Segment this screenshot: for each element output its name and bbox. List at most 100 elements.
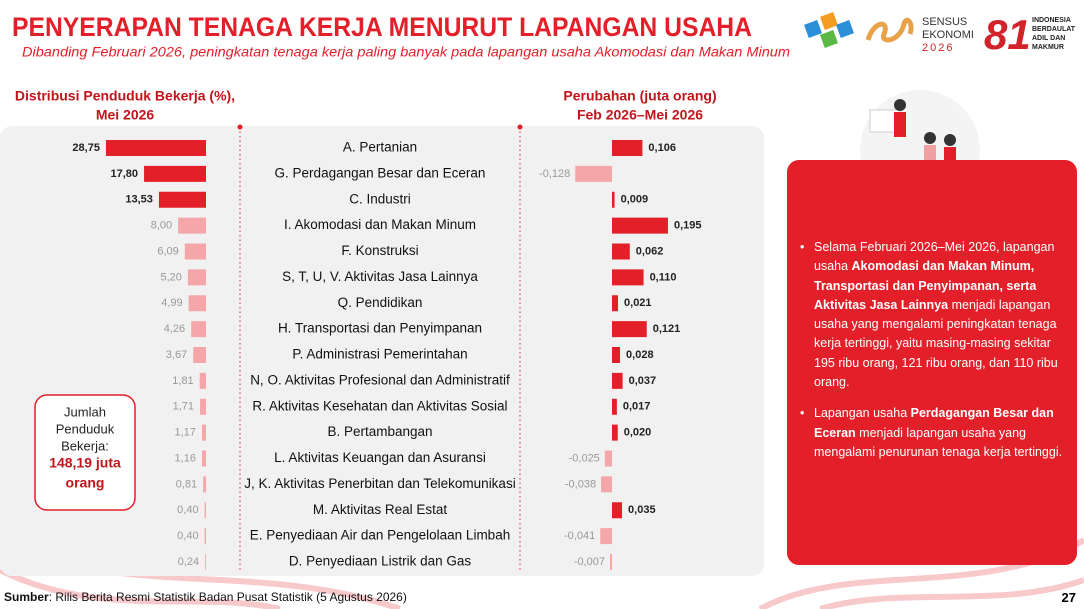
bar (204, 502, 206, 519)
bar (204, 528, 206, 545)
value-label: -0,041 (564, 530, 595, 542)
value-label: 8,00 (151, 220, 172, 232)
bar (604, 450, 612, 467)
category-label: N, O. Aktivitas Profesional dan Administ… (250, 372, 510, 387)
value-label: 4,26 (164, 323, 185, 335)
value-label: -0,007 (574, 556, 605, 568)
bar (612, 191, 615, 208)
bar (200, 398, 206, 415)
bar (105, 140, 206, 156)
value-label: 0,017 (623, 401, 651, 413)
category-label: H. Transportasi dan Penyimpanan (278, 321, 482, 336)
bar (612, 424, 618, 441)
value-label: 3,67 (166, 349, 187, 361)
bar (612, 321, 647, 338)
value-label: 13,53 (125, 194, 153, 206)
category-label: J, K. Aktivitas Penerbitan dan Telekomun… (244, 476, 515, 491)
sensus-text: SENSUS (922, 16, 967, 28)
value-label: 1,17 (175, 427, 196, 439)
anniversary-text: INDONESIA BERDAULAT ADIL DAN MAKMUR (1032, 17, 1076, 51)
value-label: 0,121 (653, 323, 681, 335)
source-text: : Rilis Berita Resmi Statistik Badan Pus… (48, 590, 407, 604)
category-label: C. Industri (349, 191, 411, 206)
sensus-text: EKONOMI (922, 29, 974, 41)
bar (612, 502, 623, 519)
category-label: E. Penyediaan Air dan Pengelolaan Limbah (250, 528, 510, 543)
summary-text: menjadi lapangan usaha yang mengalami pe… (814, 297, 1058, 390)
chart-title: Distribusi Penduduk Bekerja (%), (15, 88, 235, 104)
value-label: -0,025 (569, 452, 600, 464)
chart-title: Feb 2026–Mei 2026 (577, 107, 703, 123)
value-label: 1,81 (172, 375, 193, 387)
bar (187, 269, 206, 286)
summary-text: Perdagangan Besar dan Eceran (814, 406, 1054, 440)
divider-dot (237, 124, 243, 130)
value-label: 0,40 (177, 530, 198, 542)
value-label: 0,81 (176, 478, 197, 490)
value-label: -0,128 (539, 168, 570, 180)
bps-logo (804, 12, 854, 48)
bar (188, 295, 206, 312)
category-label: G. Perdagangan Besar dan Eceran (275, 165, 486, 180)
bar (600, 528, 612, 545)
bar (199, 372, 206, 389)
total-line: Bekerja: (61, 438, 109, 453)
value-label: 0,106 (648, 142, 676, 154)
source-label: Sumber (4, 590, 49, 604)
summary-text: menjadi lapangan usaha yang mengalami pe… (814, 425, 1063, 459)
bar (201, 450, 206, 467)
value-label: 6,09 (157, 245, 178, 257)
value-label: 17,80 (111, 168, 139, 180)
summary-text: Akomodasi dan Makan Minum, Transportasi … (814, 259, 1037, 312)
anniversary-line: MAKMUR (1032, 44, 1064, 51)
summary-bullet: Lapangan usaha Perdagangan Besar dan Ece… (798, 404, 1070, 462)
chart-panel (0, 126, 764, 576)
category-label: I. Akomodasi dan Makan Minum (284, 217, 476, 232)
category-label: L. Aktivitas Keuangan dan Asuransi (274, 450, 486, 465)
bar (178, 217, 206, 234)
bar (203, 476, 206, 493)
page-number: 27 (1061, 590, 1076, 605)
value-label: 0,021 (624, 297, 652, 309)
divider-dot (517, 124, 523, 130)
bar (612, 243, 630, 260)
total-line: Jumlah (64, 404, 106, 419)
anniversary-line: INDONESIA (1032, 17, 1071, 24)
bar (612, 295, 619, 312)
chart-title: Mei 2026 (96, 107, 155, 123)
summary-text: Lapangan usaha (814, 406, 911, 421)
value-label: 1,71 (173, 401, 194, 413)
anniversary-number: 81 (984, 11, 1031, 58)
category-label: R. Aktivitas Kesehatan dan Aktivitas Sos… (252, 398, 507, 413)
total-value: 148,19 juta (49, 455, 121, 471)
value-label: 0,037 (629, 375, 657, 387)
value-label: 0,24 (178, 556, 199, 568)
value-label: 4,99 (161, 297, 182, 309)
category-label: D. Penyediaan Listrik dan Gas (289, 554, 472, 569)
value-label: 5,20 (160, 271, 181, 283)
bar (201, 424, 206, 441)
bar (158, 191, 206, 208)
bar (609, 554, 612, 570)
bar (144, 165, 206, 182)
category-label: B. Pertambangan (327, 424, 432, 439)
value-label: 0,035 (628, 504, 656, 516)
bar (612, 347, 621, 363)
total-value: orang (66, 475, 105, 491)
summary-bullet: Selama Februari 2026–Mei 2026, lapangan … (798, 238, 1070, 392)
bar (612, 140, 643, 156)
value-label: 0,020 (624, 427, 652, 439)
bar (612, 269, 644, 286)
category-label: M. Aktivitas Real Estat (313, 502, 448, 517)
category-label: F. Konstruksi (341, 243, 418, 258)
bar (612, 217, 668, 234)
summary: Selama Februari 2026–Mei 2026, lapangan … (798, 238, 1070, 474)
total-text: Jumlah Penduduk Bekerja: 148,19 juta orang (49, 404, 121, 490)
bar (184, 243, 206, 260)
value-label: 0,195 (674, 220, 702, 232)
category-label: Q. Pendidikan (338, 295, 423, 310)
value-label: 0,062 (636, 245, 664, 257)
value-label: 0,40 (177, 504, 198, 516)
bar (612, 398, 617, 415)
